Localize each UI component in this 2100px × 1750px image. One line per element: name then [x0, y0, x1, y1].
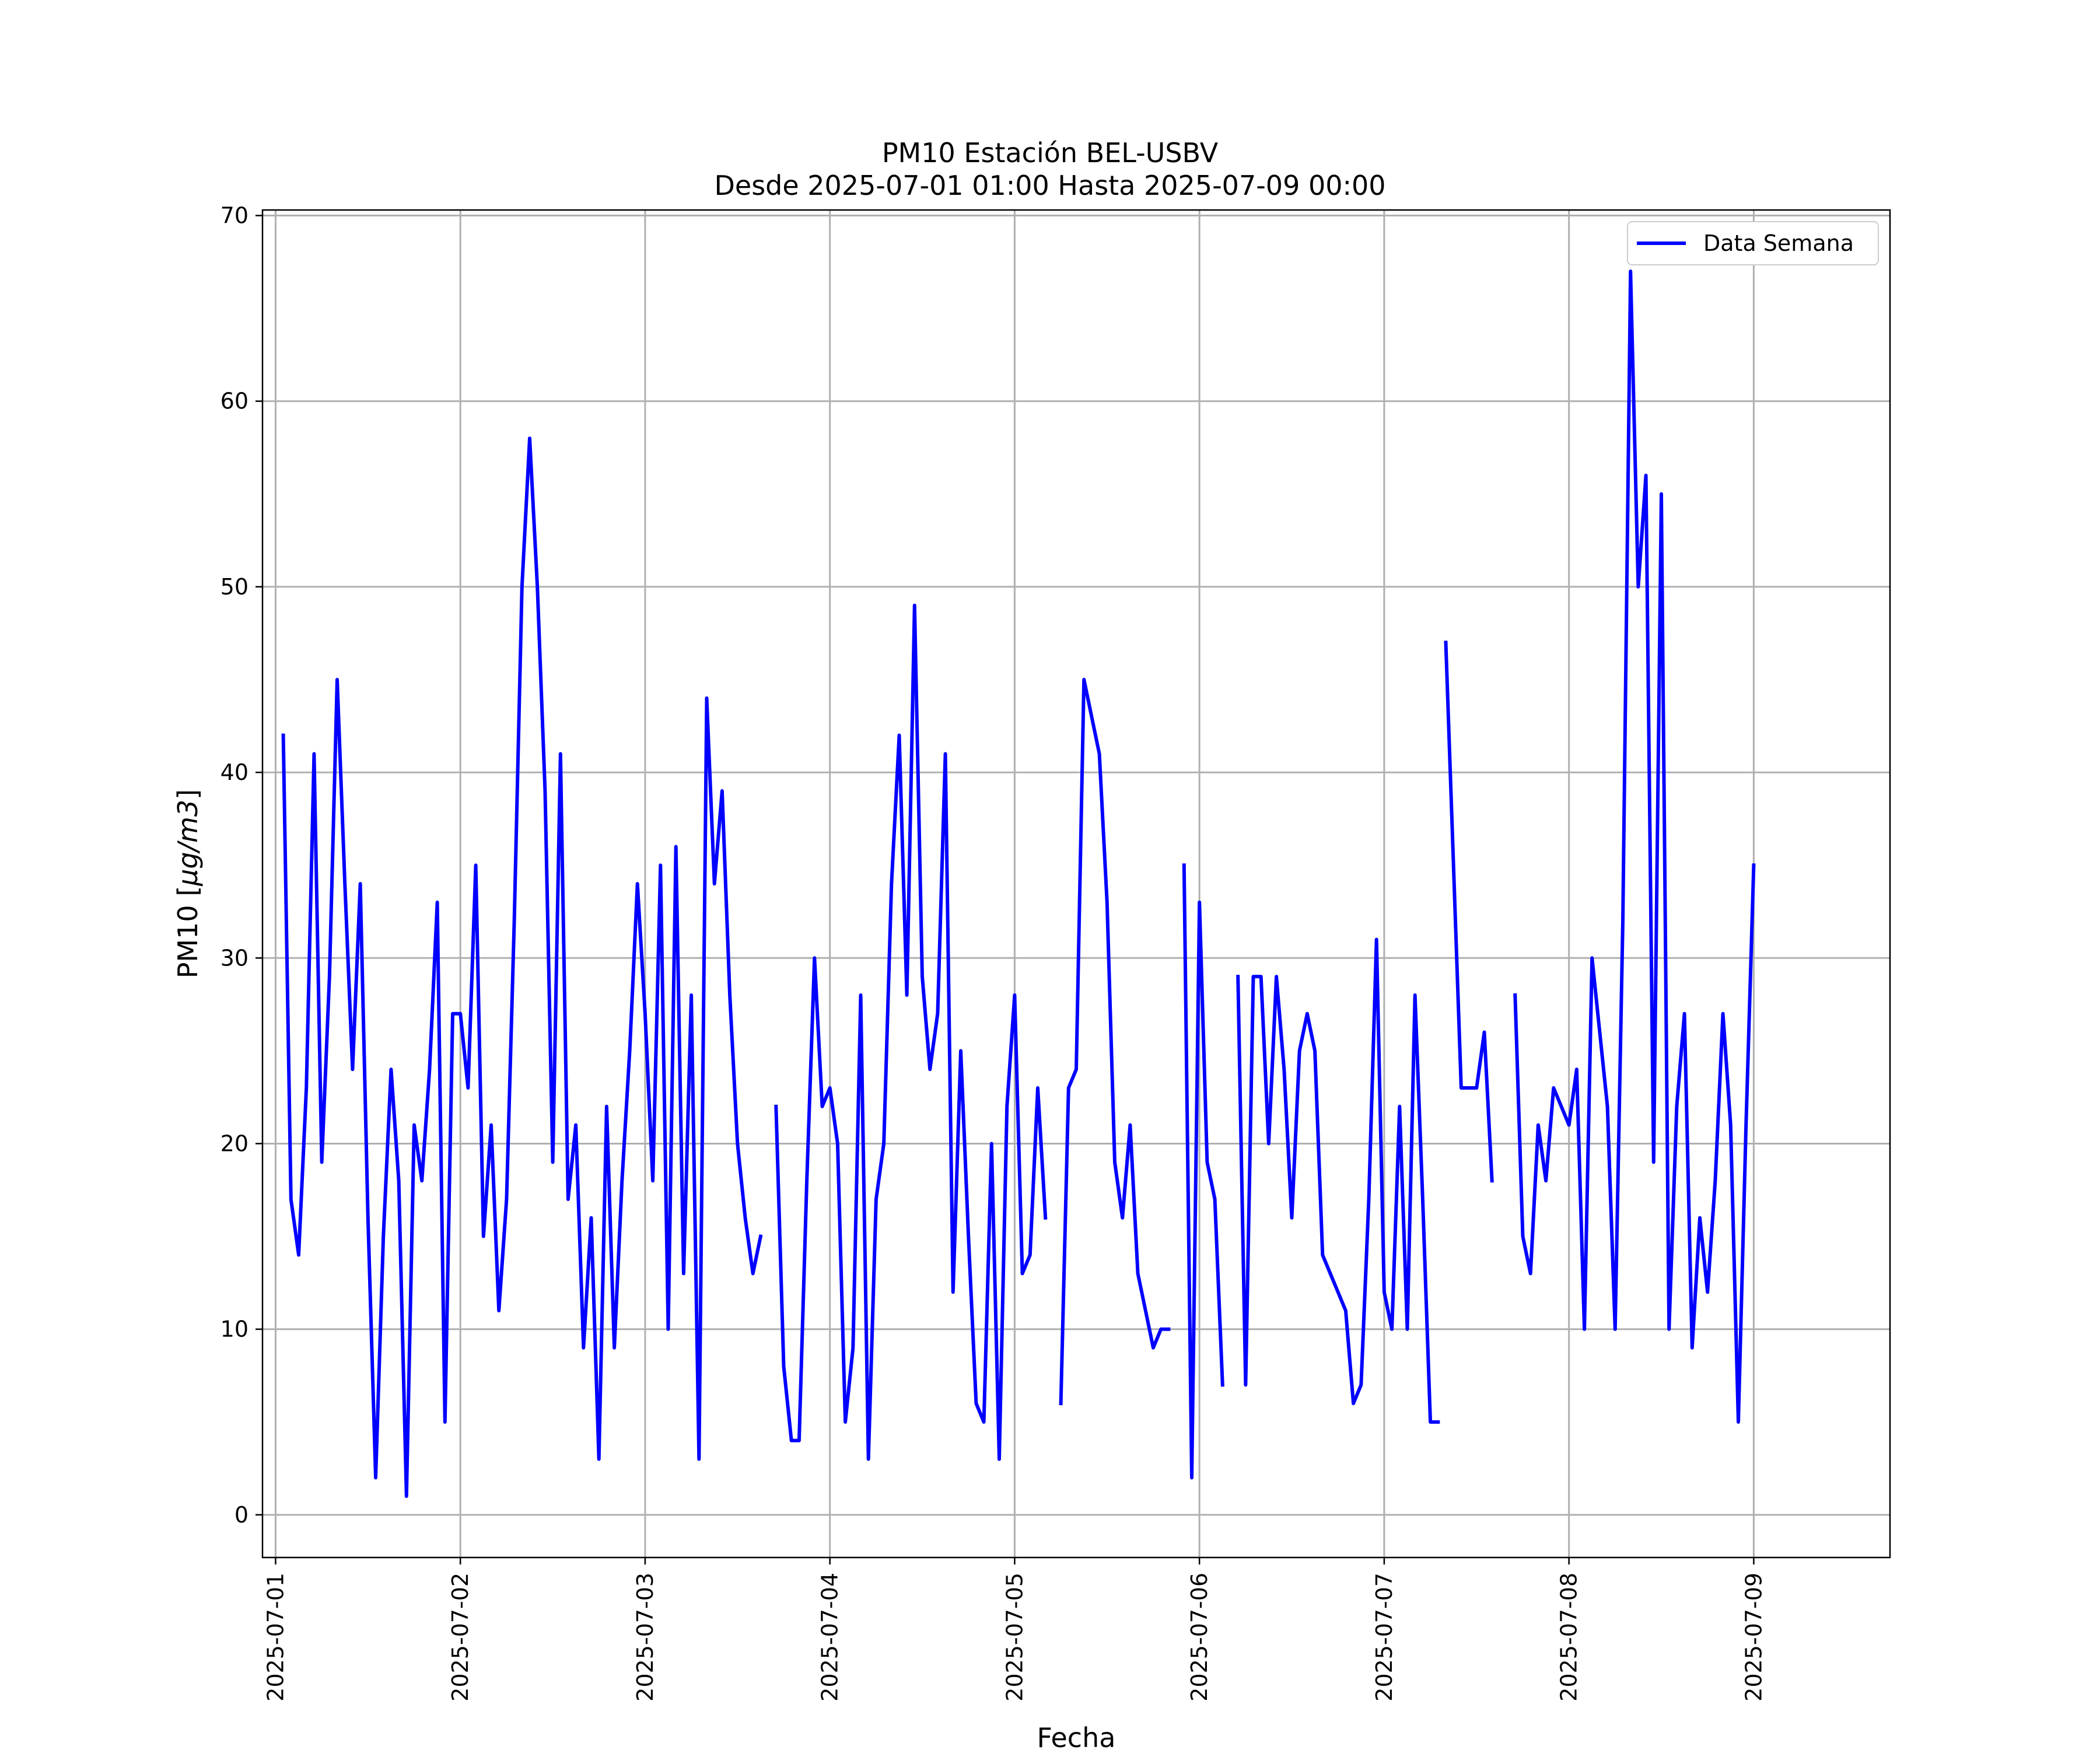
plot-area — [262, 210, 1890, 1558]
legend-box — [1627, 221, 1879, 265]
y-axis: 0 10 20 30 40 50 60 70 — [220, 203, 262, 1528]
x-tick-label: 2025-07-05 — [1002, 1573, 1027, 1702]
series-line-segment — [1236, 937, 1440, 1424]
series-line-segment — [1182, 863, 1224, 1480]
series-line-segment — [1059, 678, 1171, 1405]
y-tick-label: 10 — [220, 1317, 249, 1342]
legend-label: Data Semana — [1703, 230, 1854, 256]
series-line-segment — [1513, 270, 1756, 1424]
grid — [262, 210, 1890, 1558]
x-axis-label: Fecha — [1037, 1722, 1116, 1750]
legend: Data Semana — [1627, 221, 1879, 265]
y-tick-label: 50 — [220, 574, 249, 600]
x-tick-label: 2025-07-08 — [1556, 1573, 1582, 1702]
y-tick-label: 0 — [235, 1502, 249, 1528]
chart-subtitle: Desde 2025-07-01 01:00 Hasta 2025-07-09 … — [714, 170, 1385, 201]
plot-frame — [261, 209, 1891, 1559]
y-axis-label: PM10 [μg/m3] — [172, 789, 204, 979]
series-line-segment — [1444, 640, 1494, 1183]
x-tick-label: 2025-07-06 — [1186, 1573, 1212, 1702]
y-tick-label: 70 — [220, 203, 249, 229]
series-line-segment — [774, 603, 1048, 1461]
x-tick-label: 2025-07-01 — [262, 1573, 288, 1702]
y-tick-label: 20 — [220, 1130, 249, 1156]
x-tick-label: 2025-07-09 — [1741, 1573, 1766, 1702]
x-tick-label: 2025-07-03 — [632, 1573, 658, 1702]
y-tick-label: 40 — [220, 760, 249, 785]
x-tick-label: 2025-07-07 — [1371, 1573, 1397, 1702]
x-axis: 2025-07-01 2025-07-02 2025-07-03 2025-07-04… — [262, 1558, 1766, 1702]
chart-title: PM10 Estación BEL-USBV — [882, 137, 1219, 169]
series-lines — [281, 270, 1756, 1498]
x-tick-label: 2025-07-04 — [817, 1573, 843, 1702]
y-tick-label: 30 — [220, 945, 249, 971]
x-tick-label: 2025-07-02 — [447, 1573, 473, 1702]
y-tick-label: 60 — [220, 388, 249, 414]
series-line-segment — [281, 436, 763, 1498]
